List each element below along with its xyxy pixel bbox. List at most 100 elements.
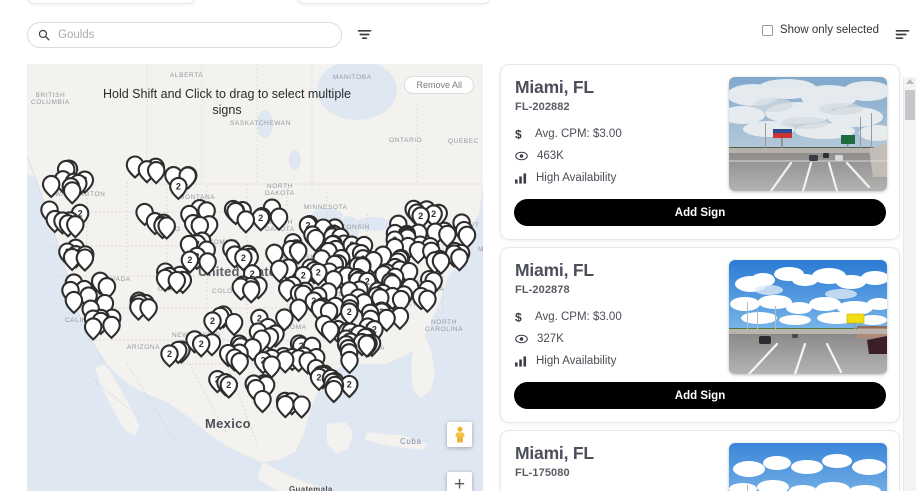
map-pin[interactable]	[438, 224, 457, 249]
map-pin-layer[interactable]: 2222222222222222222222222222222222222222…	[27, 64, 483, 491]
bar-chart-icon	[515, 172, 527, 184]
sign-card[interactable]: Miami, FL FL-175080	[500, 430, 900, 491]
map-pin[interactable]	[276, 395, 295, 419]
pin-cluster-count: 2	[301, 271, 306, 281]
map-pin[interactable]	[236, 210, 256, 234]
pin-cluster-count: 2	[431, 209, 436, 219]
signs-list-panel[interactable]: Miami, FL FL-202882 $ Avg. CPM: $3.00	[498, 64, 920, 491]
map-pin[interactable]	[241, 280, 261, 304]
map-panel[interactable]: Hold Shift and Click to drag to select m…	[27, 64, 483, 491]
sign-card-id: FL-175080	[515, 467, 570, 479]
scrollbar-thumb[interactable]	[905, 90, 915, 120]
pin-cluster-count: 2	[347, 380, 352, 390]
map-pin[interactable]	[431, 251, 451, 276]
overcast-highway-photo	[729, 77, 887, 191]
map-pin[interactable]	[139, 298, 158, 322]
stat-availability-value: High Availability	[536, 172, 617, 184]
filter-button[interactable]	[355, 24, 373, 44]
show-only-selected-toggle[interactable]: Show only selected	[761, 24, 879, 36]
sort-button[interactable]	[893, 24, 911, 44]
map-pin[interactable]	[450, 248, 469, 272]
map-pin[interactable]	[62, 181, 82, 205]
show-only-selected-checkbox[interactable]	[761, 24, 773, 36]
eye-icon	[515, 334, 528, 344]
map-pin[interactable]	[146, 161, 166, 185]
pin-cluster-count: 2	[78, 208, 83, 218]
sort-icon	[895, 29, 909, 39]
sign-photo[interactable]	[729, 443, 887, 491]
map-pin[interactable]	[83, 317, 103, 341]
map-pin[interactable]	[306, 228, 325, 253]
map-pin[interactable]	[357, 334, 377, 359]
map-pin-cluster[interactable]: 2	[180, 250, 200, 275]
map-pin[interactable]	[391, 289, 411, 314]
stat-availability-value: High Availability	[536, 355, 617, 367]
svg-text:$: $	[515, 311, 522, 325]
map-pin-cluster[interactable]: 2	[340, 302, 359, 326]
stat-impressions-value: 463K	[537, 150, 564, 162]
map-pin[interactable]	[275, 308, 294, 332]
map-pin-cluster[interactable]: 2	[219, 375, 239, 399]
map-pin[interactable]	[224, 312, 244, 337]
map-pin[interactable]	[253, 389, 272, 414]
map-pin[interactable]	[269, 207, 289, 232]
list-scrollbar[interactable]	[903, 77, 916, 491]
add-sign-button[interactable]: Add Sign	[514, 199, 886, 226]
stat-impressions-value: 327K	[537, 333, 564, 345]
map-pin-cluster[interactable]: 2	[203, 311, 222, 335]
svg-text:$: $	[515, 128, 522, 142]
pin-cluster-count: 2	[311, 296, 316, 306]
pin-cluster-count: 2	[210, 316, 215, 326]
stat-availability: High Availability	[515, 350, 885, 372]
map-pin-cluster[interactable]: 2	[251, 208, 271, 232]
map-pin[interactable]	[320, 320, 340, 344]
sign-card[interactable]: Miami, FL FL-202878 $ Avg. CPM: $3.00	[500, 247, 900, 423]
pin-cluster-count: 2	[187, 255, 192, 265]
map-pin[interactable]	[41, 174, 61, 199]
map-pin-cluster[interactable]: 2	[169, 176, 188, 201]
pin-cluster-count: 2	[199, 339, 204, 349]
map-pin[interactable]	[457, 225, 477, 250]
street-view-pegman-icon[interactable]	[447, 422, 472, 447]
show-only-selected-label: Show only selected	[779, 24, 879, 36]
pin-cluster-count: 2	[258, 213, 263, 223]
map-pin-cluster[interactable]: 2	[191, 334, 211, 358]
sign-photo[interactable]	[729, 77, 887, 191]
search-box[interactable]	[27, 22, 342, 48]
sign-card[interactable]: Miami, FL FL-202882 $ Avg. CPM: $3.00	[500, 64, 900, 240]
bar-chart-icon	[515, 355, 527, 367]
map-pin[interactable]	[324, 379, 344, 404]
top-cutoff-card-left	[28, 0, 195, 4]
map-pin[interactable]	[157, 216, 176, 240]
pin-cluster-count: 2	[418, 211, 423, 221]
search-input[interactable]	[58, 29, 331, 41]
map-pin[interactable]	[198, 252, 217, 276]
map-pin[interactable]	[262, 355, 281, 379]
remove-all-button[interactable]: Remove All	[404, 76, 474, 94]
pin-cluster-count: 2	[299, 341, 304, 351]
map-pin[interactable]	[66, 215, 85, 239]
map-pin-cluster[interactable]: 2	[411, 206, 430, 230]
map-pin[interactable]	[340, 350, 359, 375]
sign-photo[interactable]	[729, 260, 887, 374]
map-pin-cluster[interactable]: 2	[160, 344, 179, 368]
map-pin[interactable]	[230, 352, 249, 376]
zoom-in-button[interactable]: +	[447, 472, 472, 491]
add-sign-button[interactable]: Add Sign	[514, 382, 886, 409]
map-pin[interactable]	[292, 395, 311, 419]
map-pin[interactable]	[64, 290, 84, 315]
filter-icon	[357, 29, 371, 39]
sign-card-id: FL-202882	[515, 101, 570, 113]
map-pin-cluster[interactable]: 2	[234, 248, 253, 272]
map-pin[interactable]	[288, 241, 308, 265]
pin-cluster-count: 2	[305, 220, 310, 230]
stat-impressions: 327K	[515, 328, 885, 350]
dollar-icon: $	[515, 128, 522, 142]
scroll-up-arrow-icon[interactable]	[906, 79, 914, 84]
map-pin[interactable]	[75, 248, 95, 272]
map-pin[interactable]	[270, 259, 289, 284]
map-pin[interactable]	[102, 315, 121, 340]
map-pin[interactable]	[167, 270, 187, 295]
map-pin[interactable]	[97, 277, 117, 301]
map-pin[interactable]	[418, 289, 437, 314]
